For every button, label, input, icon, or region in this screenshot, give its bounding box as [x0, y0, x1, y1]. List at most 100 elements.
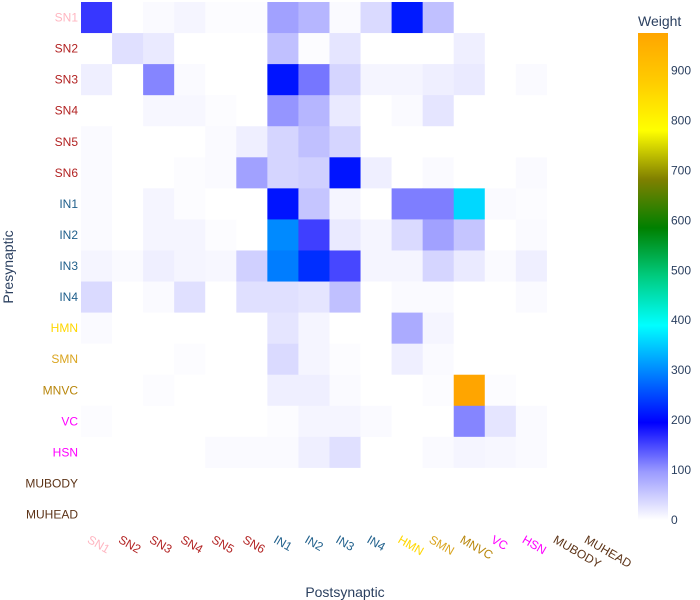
- heatmap-cell-IN1-SMN: [422, 188, 455, 220]
- heatmap-cell-HSN-IN3: [329, 436, 362, 469]
- heatmap-cell-MNVC-IN1: [267, 374, 299, 407]
- heatmap-cell-SN6-IN4: [360, 157, 393, 189]
- heatmap-cell-MUHEAD-MUHEAD: [577, 498, 610, 531]
- heatmap-cell-SMN-HMN: [391, 343, 424, 376]
- heatmap-cell-MNVC-SN2: [112, 374, 144, 407]
- heatmap-cell-MUHEAD-IN1: [267, 498, 299, 531]
- heatmap-cell-SN4-MNVC: [453, 95, 486, 127]
- heatmap-cell-VC-HSN: [515, 405, 548, 438]
- heatmap-cell-SN2-SN5: [205, 33, 237, 65]
- heatmap-cell-IN1-SN4: [174, 188, 206, 220]
- heatmap-cell-SN6-SN4: [174, 157, 206, 189]
- heatmap-cell-HSN-SN6: [236, 436, 268, 469]
- heatmap-cell-IN2-IN3: [329, 219, 362, 251]
- heatmap-cell-IN2-SN5: [205, 219, 237, 251]
- heatmap-cell-SN3-VC: [484, 64, 517, 96]
- heatmap-cell-IN3-VC: [484, 250, 517, 283]
- heatmap-cell-SN1-SN6: [236, 2, 268, 34]
- heatmap-cell-SN3-SN4: [174, 64, 206, 96]
- heatmap-cell-SMN-IN1: [267, 343, 299, 376]
- heatmap-cell-SN6-IN2: [298, 157, 330, 189]
- heatmap-cell-HSN-SN2: [112, 436, 144, 469]
- heatmap-cell-IN1-VC: [484, 188, 517, 220]
- heatmap-cell-IN4-VC: [484, 281, 517, 314]
- heatmap-cell-IN2-MUBODY: [546, 219, 579, 251]
- heatmap-cell-SN2-SN4: [174, 33, 206, 65]
- x-tick-labels: SN1 SN2 SN3 SN4 SN5 SN6 IN1 IN2 IN3 IN4 HMN SMN MNVC…: [85, 532, 634, 570]
- heatmap-cell-SN4-SN1: [81, 95, 113, 127]
- heatmap-cell-SMN-MUHEAD: [577, 343, 610, 376]
- heatmap-cell-IN2-HSN: [515, 219, 548, 251]
- heatmap-cell-SMN-SN3: [143, 343, 175, 376]
- heatmap-cell-HMN-IN2: [298, 312, 330, 345]
- heatmap-cell-HMN-HMN: [391, 312, 424, 345]
- y-tick-SN4: SN4: [55, 104, 79, 118]
- heatmap-cell-IN4-SN2: [112, 281, 144, 314]
- y-tick-IN2: IN2: [59, 228, 78, 242]
- heatmap-cell-IN2-SN2: [112, 219, 144, 251]
- heatmap-cell-HSN-SN5: [205, 436, 237, 469]
- heatmap-cell-SMN-MUBODY: [546, 343, 579, 376]
- heatmap-cell-HMN-SN4: [174, 312, 206, 345]
- heatmap-cell-SN3-SN6: [236, 64, 268, 96]
- colorbar-tick-800: 800: [671, 113, 691, 127]
- heatmap-cell-MUBODY-MNVC: [453, 467, 486, 500]
- x-tick-HMN: HMN: [396, 532, 427, 558]
- colorbar: Weight 0 100 200 300 400 500 600 700 800 900: [638, 13, 691, 527]
- x-tick-SN4: SN4: [178, 532, 205, 556]
- heatmap-cell-HSN-MUHEAD: [577, 436, 610, 469]
- heatmap-cell-SN5-HSN: [515, 126, 548, 158]
- heatmap-cell-MNVC-SMN: [422, 374, 455, 407]
- heatmap-cell-VC-SN2: [112, 405, 144, 438]
- heatmap-cell-IN4-IN3: [329, 281, 362, 314]
- heatmap-cell-IN4-MUBODY: [546, 281, 579, 314]
- heatmap-cell-SN2-IN4: [360, 33, 393, 65]
- heatmap-cell-SN6-MUHEAD: [577, 157, 610, 189]
- heatmap-cell-IN3-IN4: [360, 250, 393, 283]
- heatmap-cell-IN1-SN6: [236, 188, 268, 220]
- heatmap-cell-IN4-MUHEAD: [577, 281, 610, 314]
- heatmap-cell-MUHEAD-SN3: [143, 498, 175, 531]
- heatmap-cell-VC-MUBODY: [546, 405, 579, 438]
- heatmap-cell-SN5-IN4: [360, 126, 393, 158]
- heatmap-cell-IN1-HSN: [515, 188, 548, 220]
- heatmap-cell-IN1-IN1: [267, 188, 299, 220]
- heatmap-cell-MNVC-IN4: [360, 374, 393, 407]
- heatmap-cell-SN4-MUBODY: [546, 95, 579, 127]
- y-tick-VC: VC: [61, 414, 78, 428]
- heatmap-cell-SMN-SN1: [81, 343, 113, 376]
- heatmap-cell-MUHEAD-HMN: [391, 498, 424, 531]
- heatmap-cell-VC-MUHEAD: [577, 405, 610, 438]
- colorbar-title: Weight: [638, 13, 681, 29]
- heatmap-cell-MUHEAD-SN6: [236, 498, 268, 531]
- y-tick-SN2: SN2: [55, 42, 79, 56]
- colorbar-tick-900: 900: [671, 63, 691, 77]
- heatmap-cell-SN5-SN1: [81, 126, 113, 158]
- colorbar-tick-100: 100: [671, 463, 691, 477]
- colorbar-tick-700: 700: [671, 163, 691, 177]
- heatmap-cell-HMN-IN3: [329, 312, 362, 345]
- heatmap-cell-HMN-SN5: [205, 312, 237, 345]
- heatmap-cell-MNVC-IN2: [298, 374, 330, 407]
- heatmap-cell-SMN-SN6: [236, 343, 268, 376]
- heatmap-cell-MUHEAD-HSN: [515, 498, 548, 531]
- heatmap-cell-SN4-IN2: [298, 95, 330, 127]
- heatmap-cell-MUHEAD-MUBODY: [546, 498, 579, 531]
- y-tick-IN1: IN1: [59, 197, 78, 211]
- heatmap-cell-SN2-HSN: [515, 33, 548, 65]
- heatmap-cell-HMN-IN4: [360, 312, 393, 345]
- heatmap-cell-HMN-SN2: [112, 312, 144, 345]
- heatmap-cell-SN1-IN2: [298, 2, 330, 34]
- colorbar-tick-500: 500: [671, 263, 691, 277]
- heatmap-cell-VC-IN2: [298, 405, 330, 438]
- heatmap-cell-HSN-IN2: [298, 436, 330, 469]
- heatmap-cell-SN6-VC: [484, 157, 517, 189]
- y-tick-SN6: SN6: [55, 166, 79, 180]
- heatmap-cell-IN2-VC: [484, 219, 517, 251]
- heatmap-cell-MUHEAD-SN5: [205, 498, 237, 531]
- heatmap-cell-SN4-IN3: [329, 95, 362, 127]
- heatmap-cell-IN3-SN2: [112, 250, 144, 283]
- heatmap-cell-IN3-MNVC: [453, 250, 486, 283]
- heatmap-cell-SN2-SN1: [81, 33, 113, 65]
- heatmap-cell-VC-IN3: [329, 405, 362, 438]
